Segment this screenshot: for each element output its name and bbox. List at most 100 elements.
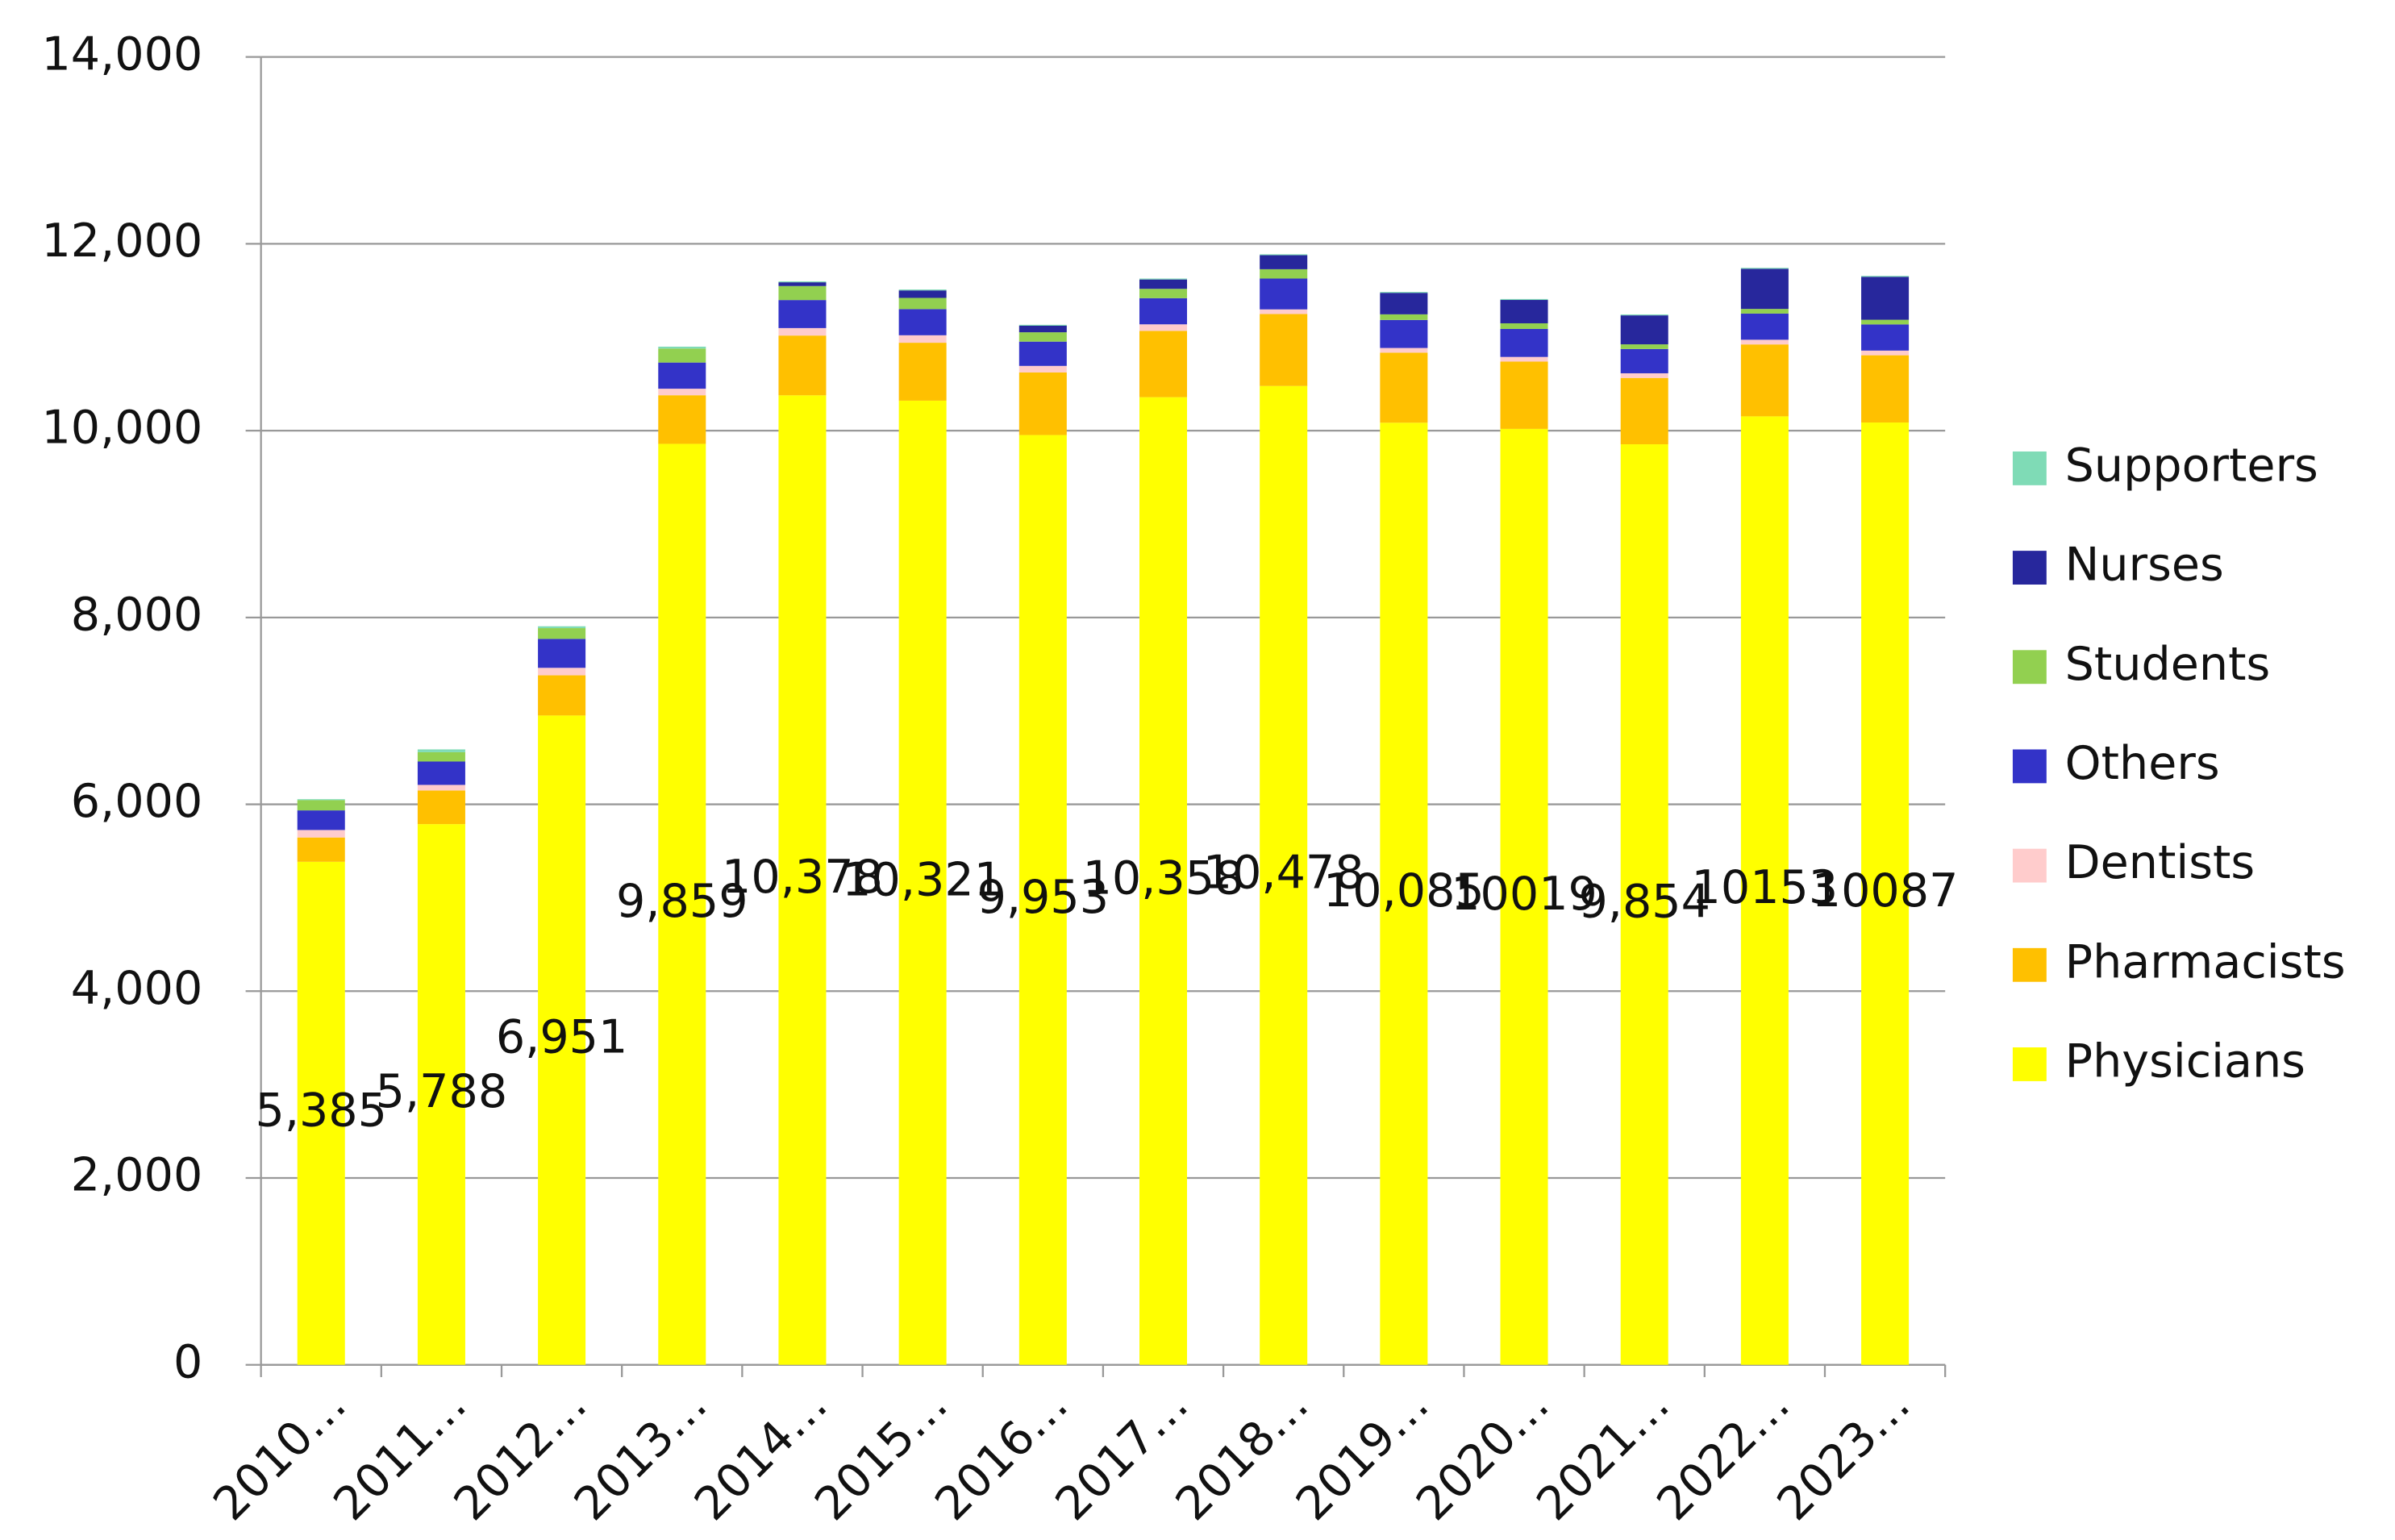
bar-segment bbox=[778, 281, 827, 283]
data-label: 10,321 bbox=[842, 853, 1003, 906]
x-tick-label: 2010… bbox=[203, 1378, 356, 1531]
bar-segment bbox=[417, 824, 465, 1365]
bar-segment bbox=[1380, 292, 1428, 293]
legend-swatch bbox=[2012, 947, 2047, 982]
x-tick-label: 2016… bbox=[925, 1378, 1078, 1531]
legend-label: Others bbox=[2065, 737, 2220, 790]
bar-segment bbox=[1260, 255, 1308, 269]
bar-segment bbox=[1139, 298, 1188, 325]
legend-label: Pharmacists bbox=[2065, 935, 2346, 989]
bar-segment bbox=[1861, 277, 1910, 320]
bar-segment bbox=[898, 298, 947, 310]
bar-segment bbox=[778, 300, 827, 328]
bar-segment bbox=[417, 790, 465, 825]
bar-segment bbox=[658, 389, 706, 396]
data-label: 10153 bbox=[1692, 861, 1839, 914]
bar-segment bbox=[658, 362, 706, 389]
y-tick-label: 4,000 bbox=[71, 962, 202, 1015]
bar-segment bbox=[1620, 314, 1668, 316]
bar-segment bbox=[1500, 300, 1548, 323]
bar-segment bbox=[1018, 326, 1067, 333]
bar-segment bbox=[778, 335, 827, 396]
bar-segment bbox=[1260, 268, 1308, 279]
bar-segment bbox=[297, 837, 345, 862]
bar-segment bbox=[658, 395, 706, 444]
bar-segment bbox=[1380, 348, 1428, 353]
bar-segment bbox=[1380, 422, 1428, 1365]
x-tick-label: 2011… bbox=[323, 1378, 477, 1531]
bar-segment bbox=[1620, 373, 1668, 378]
x-tick-label: 2020… bbox=[1406, 1378, 1560, 1531]
bar-segment bbox=[297, 830, 345, 838]
bar-segment bbox=[1139, 397, 1188, 1365]
x-tick-label: 2022… bbox=[1647, 1378, 1800, 1531]
bar-segment bbox=[1500, 361, 1548, 429]
bar-segment bbox=[898, 290, 947, 298]
x-tick-label: 2014… bbox=[685, 1378, 838, 1531]
y-tick-label: 0 bbox=[173, 1335, 202, 1388]
data-label: 9,854 bbox=[1578, 876, 1710, 929]
x-tick-label: 2023… bbox=[1768, 1378, 1921, 1531]
bar-segment bbox=[1260, 309, 1308, 314]
bar-segment bbox=[1500, 356, 1548, 362]
bar-segment bbox=[778, 285, 827, 301]
data-label: 5,788 bbox=[376, 1065, 508, 1118]
bar-segment bbox=[297, 861, 345, 1365]
bar-segment bbox=[1861, 350, 1910, 356]
bar-segment bbox=[1139, 289, 1188, 298]
bar-segment bbox=[1620, 315, 1668, 345]
x-tick-label: 2015… bbox=[805, 1378, 958, 1531]
bar-segment bbox=[1500, 428, 1548, 1365]
legend-label: Supporters bbox=[2065, 439, 2318, 493]
legend-label: Physicians bbox=[2065, 1035, 2305, 1088]
bar-segment bbox=[1139, 331, 1188, 397]
bar-segment bbox=[297, 810, 345, 830]
bar-segment bbox=[1380, 293, 1428, 314]
legend-swatch bbox=[2012, 1047, 2047, 1081]
bar-segment bbox=[1861, 276, 1910, 277]
bar-segment bbox=[1260, 278, 1308, 310]
bar-segment bbox=[1018, 372, 1067, 435]
x-tick-label: 2017… bbox=[1045, 1378, 1198, 1531]
legend-swatch bbox=[2012, 848, 2047, 883]
bar-segment bbox=[1620, 444, 1668, 1365]
bar-segment bbox=[1018, 435, 1067, 1365]
bar-segment bbox=[898, 400, 947, 1365]
bar-segment bbox=[1139, 278, 1188, 280]
bar-segment bbox=[778, 395, 827, 1365]
bar-segment bbox=[658, 443, 706, 1365]
bar-segment bbox=[898, 343, 947, 401]
bar-segment bbox=[1260, 254, 1308, 256]
data-label: 10,378 bbox=[722, 851, 883, 904]
bar-segment bbox=[898, 335, 947, 343]
bar-segment bbox=[658, 348, 706, 363]
bar-segment bbox=[1260, 314, 1308, 386]
bar-segment bbox=[538, 626, 586, 629]
bar-segment bbox=[1018, 341, 1067, 366]
bar-segment bbox=[1740, 344, 1789, 417]
x-tick-label: 2013… bbox=[564, 1378, 718, 1531]
bar-segment bbox=[1740, 416, 1789, 1365]
legend-swatch bbox=[2012, 451, 2047, 485]
x-tick-label: 2019… bbox=[1286, 1378, 1439, 1531]
bar-segment bbox=[778, 327, 827, 336]
bar-segment bbox=[658, 346, 706, 349]
bar-segment bbox=[538, 639, 586, 668]
bar-segment bbox=[1018, 365, 1067, 373]
bar-segment bbox=[778, 282, 827, 286]
bar-segment bbox=[1861, 422, 1910, 1365]
bar-segment bbox=[538, 675, 586, 716]
legend-label: Nurses bbox=[2065, 539, 2224, 592]
bar-segment bbox=[1861, 319, 1910, 325]
bar-segment bbox=[1018, 324, 1067, 327]
bar-segment bbox=[1861, 324, 1910, 351]
data-label: 10,085 bbox=[1323, 864, 1485, 918]
bar-segment bbox=[1620, 377, 1668, 445]
bar-segment bbox=[417, 785, 465, 791]
x-tick-label: 2021… bbox=[1527, 1378, 1680, 1531]
legend-swatch bbox=[2012, 650, 2047, 685]
bar-segment bbox=[1740, 268, 1789, 310]
bar-segment bbox=[898, 289, 947, 291]
bar-segment bbox=[1139, 279, 1188, 289]
